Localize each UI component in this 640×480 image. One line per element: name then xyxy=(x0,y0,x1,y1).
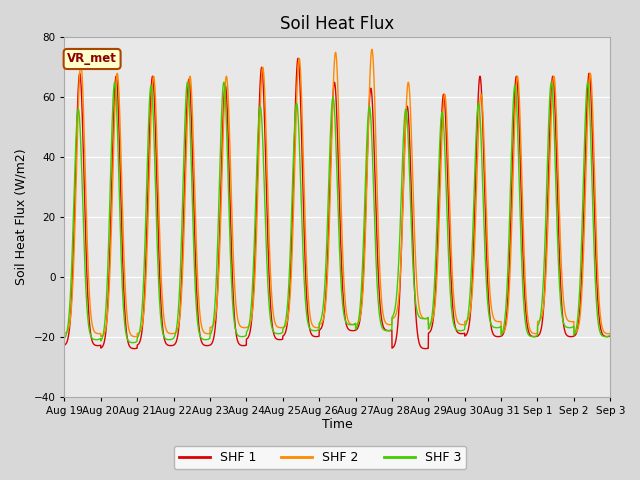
SHF 3 xyxy=(391,307,399,313)
SHF 3 xyxy=(178,234,186,240)
SHF 1 xyxy=(422,346,429,351)
SHF 3 xyxy=(213,254,221,260)
SHF 2 xyxy=(607,331,614,336)
SHF 3 xyxy=(606,332,614,338)
SHF 2 xyxy=(132,334,140,339)
SHF 2 xyxy=(555,186,563,192)
SHF 1 xyxy=(607,333,614,339)
SHF 2 xyxy=(368,47,376,52)
SHF 2 xyxy=(401,160,408,166)
SHF 2 xyxy=(178,291,186,297)
SHF 1 xyxy=(555,230,563,236)
SHF 1 xyxy=(391,342,399,348)
X-axis label: Time: Time xyxy=(322,419,353,432)
Line: SHF 3: SHF 3 xyxy=(65,82,611,343)
Legend: SHF 1, SHF 2, SHF 3: SHF 1, SHF 2, SHF 3 xyxy=(173,446,467,469)
SHF 1 xyxy=(177,282,185,288)
SHF 1 xyxy=(606,333,614,339)
SHF 2 xyxy=(606,331,614,336)
Y-axis label: Soil Heat Flux (W/m2): Soil Heat Flux (W/m2) xyxy=(15,149,28,285)
SHF 2 xyxy=(61,331,68,336)
Text: VR_met: VR_met xyxy=(67,52,117,65)
SHF 1 xyxy=(61,342,68,348)
Line: SHF 2: SHF 2 xyxy=(65,49,611,336)
SHF 3 xyxy=(401,118,408,123)
SHF 2 xyxy=(213,300,221,305)
SHF 1 xyxy=(294,55,302,61)
SHF 1 xyxy=(400,156,408,162)
SHF 3 xyxy=(61,336,68,341)
SHF 1 xyxy=(213,302,221,308)
SHF 3 xyxy=(129,340,137,346)
SHF 3 xyxy=(607,332,614,338)
Line: SHF 1: SHF 1 xyxy=(65,58,611,348)
SHF 2 xyxy=(391,314,399,320)
Title: Soil Heat Flux: Soil Heat Flux xyxy=(280,15,394,33)
SHF 3 xyxy=(184,79,191,85)
SHF 3 xyxy=(555,266,563,272)
